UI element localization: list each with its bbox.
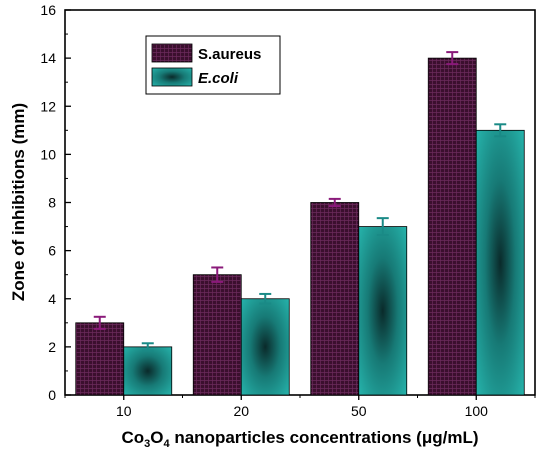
y-tick-label: 10 [40,146,56,162]
y-axis: 0 2 4 6 8 10 12 14 16 [40,2,71,403]
error-bar-e-coli-50 [376,217,389,236]
legend-label-s-aureus: S.aureus [198,46,261,63]
y-tick-label: 2 [48,339,56,355]
error-bar-s-aureus-100 [446,51,459,66]
y-tick-label: 14 [40,50,56,66]
legend-swatch-e-coli [151,67,193,87]
legend-swatch-s-aureus [151,43,193,63]
bar-e-coli-50 [358,226,408,396]
x-axis-label: Co3O4 nanoparticles concentrations (μg/m… [121,428,478,450]
error-bar-e-coli-100 [494,123,507,138]
legend: S.aureus E.coli [145,35,281,95]
bar-s-aureus-10 [75,322,125,396]
bar-e-coli-10 [123,346,173,396]
y-tick-label: 6 [48,243,56,259]
x-tick-label: 10 [116,403,132,419]
error-bar-s-aureus-20 [211,266,224,283]
bar-e-coli-20 [240,298,290,396]
y-tick-label: 4 [48,291,56,307]
legend-label-e-coli: E.coli [198,70,239,87]
y-tick-label: 12 [40,98,56,114]
y-tick-label: 8 [48,195,56,211]
x-tick-label: 100 [465,403,489,419]
bar-s-aureus-20 [192,274,242,396]
error-bar-s-aureus-10 [93,315,106,330]
y-tick-label: 0 [48,387,56,403]
y-tick-label: 16 [40,2,56,18]
x-axis: 10 20 50 100 [64,395,536,419]
bar-s-aureus-50 [310,202,360,396]
error-bar-s-aureus-50 [328,197,341,208]
error-bar-e-coli-20 [259,292,272,305]
x-tick-label: 20 [233,403,249,419]
bars-group [75,51,525,396]
x-tick-label: 50 [351,403,367,419]
y-axis-label: Zone of inhibitions (mm) [9,103,28,301]
bar-e-coli-100 [475,129,525,396]
bar-s-aureus-100 [427,57,477,396]
error-bar-e-coli-10 [141,342,154,352]
